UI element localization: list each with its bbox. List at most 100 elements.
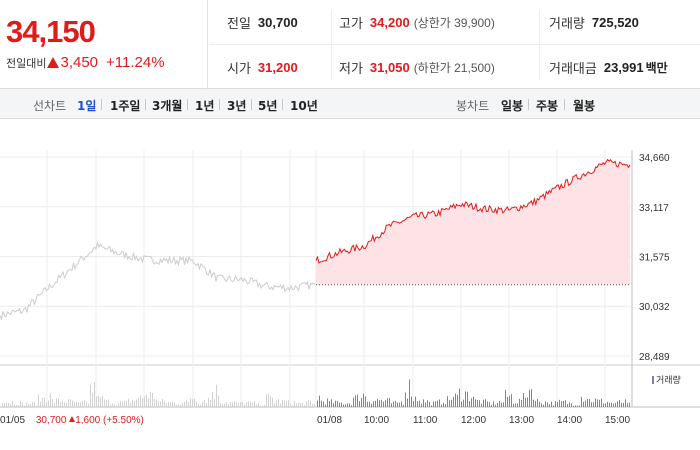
prev-day-volume-bar	[206, 402, 207, 407]
volume-bar	[321, 400, 322, 407]
volume-bar	[577, 405, 578, 407]
volume-bar	[535, 400, 536, 407]
volume-legend-swatch	[652, 376, 654, 384]
prev-day-volume-bar	[238, 403, 239, 407]
prev-day-volume-bar	[274, 402, 275, 407]
volume-bar	[381, 399, 382, 407]
volume-bar	[367, 401, 368, 407]
prev-day-volume-bar	[140, 395, 141, 407]
prev-day-volume-bar	[178, 404, 179, 407]
volume-bar	[509, 395, 510, 407]
stat-value: 31,200	[257, 59, 298, 75]
volume-bar	[461, 401, 462, 407]
prev-day-close: 30,700	[35, 415, 67, 426]
volume-bar	[375, 400, 376, 407]
tab-1week[interactable]: 1주일	[110, 99, 141, 113]
volume-bar	[371, 403, 372, 407]
prev-day-volume-bar	[302, 402, 303, 407]
volume-bar	[373, 401, 374, 407]
volume-bar	[327, 398, 328, 407]
volume-bar	[435, 401, 436, 407]
volume-bar	[573, 405, 574, 407]
prev-day-volume-bar	[190, 398, 191, 407]
stat-label: 거래량	[549, 15, 585, 31]
volume-bar	[627, 403, 628, 407]
prev-day-volume-bar	[20, 400, 21, 407]
volume-bar	[591, 402, 592, 407]
prev-day-volume-bar	[52, 398, 53, 407]
volume-bar	[449, 400, 450, 407]
prev-day-volume-bar	[264, 404, 265, 407]
volume-bar	[617, 401, 618, 407]
prev-day-price-line	[0, 241, 316, 322]
prev-day-volume-bar	[294, 401, 295, 407]
volume-bar	[571, 403, 572, 407]
prev-day-volume-bar	[142, 398, 143, 407]
tab-1year[interactable]: 1년	[195, 99, 215, 113]
volume-bar	[521, 399, 522, 407]
x-tick-label: 15:00	[605, 415, 631, 426]
volume-bar	[453, 396, 454, 407]
prev-day-volume-bar	[160, 401, 161, 407]
prev-day-date: 01/05	[0, 415, 26, 426]
volume-bar	[563, 401, 564, 407]
volume-bar	[353, 397, 354, 407]
volume-bar	[493, 401, 494, 407]
prev-day-volume-bar	[198, 403, 199, 407]
tab-daily-candle[interactable]: 일봉	[501, 99, 524, 113]
up-triangle-icon	[69, 416, 76, 422]
price-chart[interactable]: 34,660 33,117 31,575 30,032 28,489	[0, 119, 700, 450]
prev-day-volume-bar	[260, 405, 261, 407]
volume-bar	[547, 402, 548, 407]
line-chart-label: 선차트	[33, 99, 67, 113]
prev-day-volume-bar	[118, 403, 119, 407]
tab-5year[interactable]: 5년	[258, 99, 278, 113]
tab-divider	[101, 99, 102, 110]
volume-bar	[525, 397, 526, 407]
volume-bar	[503, 402, 504, 407]
prev-day-volume-bar	[230, 402, 231, 407]
prev-day-volume-bar	[30, 403, 31, 407]
volume-bar	[613, 403, 614, 407]
volume-bar	[485, 399, 486, 407]
prev-day-volume-bar	[78, 402, 79, 407]
tab-weekly-candle[interactable]: 주봉	[536, 99, 559, 113]
tab-3year[interactable]: 3년	[227, 99, 247, 113]
stats-divider	[331, 10, 332, 80]
volume-bar	[541, 403, 542, 407]
volume-bar	[517, 403, 518, 407]
volume-bar	[347, 403, 348, 407]
volume-bar	[329, 401, 330, 407]
volume-bar	[587, 398, 588, 407]
volume-bar	[377, 399, 378, 407]
volume-bar	[437, 400, 438, 407]
volume-bar	[471, 398, 472, 407]
stat-low: 저가 31,050 (하한가 21,500)	[339, 45, 495, 89]
prev-day-volume-bar	[176, 404, 177, 407]
volume-bar	[483, 399, 484, 407]
volume-bar	[433, 401, 434, 407]
stat-label: 전일	[227, 15, 251, 31]
x-tick-label: 11:00	[413, 415, 438, 426]
tab-10year[interactable]: 10년	[290, 99, 318, 113]
volume-bar	[581, 397, 582, 407]
volume-bar	[615, 402, 616, 407]
tab-3month[interactable]: 3개월	[152, 99, 183, 113]
prev-day-volume-bar	[64, 402, 65, 407]
prev-day-volume-bar	[196, 401, 197, 407]
prev-day-percent: (+5.50%)	[103, 415, 144, 426]
volume-bar	[559, 399, 560, 407]
prev-day-volume-bar	[112, 403, 113, 407]
tab-1day[interactable]: 1일	[77, 99, 97, 113]
tab-monthly-candle[interactable]: 월봉	[573, 99, 596, 113]
volume-bar	[629, 402, 630, 407]
prev-day-volume-bar	[262, 405, 263, 407]
volume-bar	[339, 402, 340, 407]
volume-bar	[411, 396, 412, 407]
volume-bar	[519, 398, 520, 407]
prev-day-volume-bar	[266, 394, 267, 407]
volume-bar	[323, 401, 324, 407]
prev-day-volume-bar	[248, 401, 249, 407]
volume-bar	[531, 389, 532, 407]
volume-bar	[335, 400, 336, 407]
